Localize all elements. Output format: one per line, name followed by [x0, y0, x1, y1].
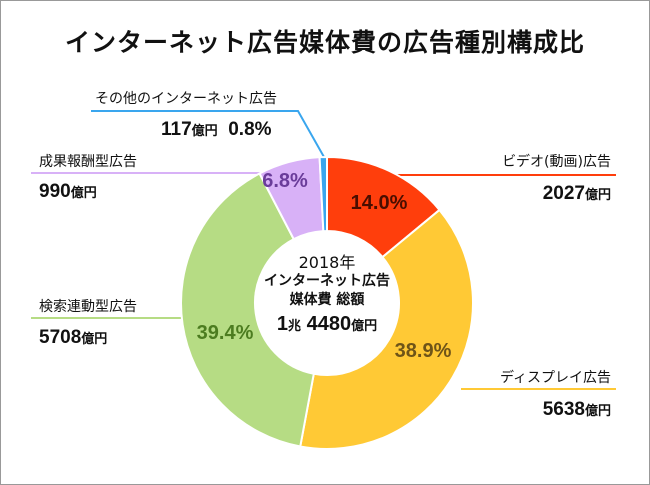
value-video: 2027億円 — [542, 183, 611, 204]
chart-title: インターネット広告媒体費の広告種別構成比 — [64, 28, 585, 57]
label-other: その他のインターネット広告 — [95, 91, 277, 107]
slice-other — [318, 155, 328, 233]
value-search: 5708億円 — [39, 327, 108, 348]
percent-label-video: 14.0% — [351, 192, 408, 214]
slice-search — [180, 172, 315, 448]
value-display: 5638億円 — [542, 399, 611, 420]
label-video: ビデオ(動画)広告 — [502, 154, 611, 170]
percent-label-display: 38.9% — [395, 340, 452, 362]
slice-display — [299, 208, 474, 450]
total: 1兆 4480億円 — [276, 313, 378, 335]
label-display: ディスプレイ広告 — [499, 370, 611, 386]
leader-line-other — [91, 110, 325, 158]
value-affiliate: 990億円 — [39, 181, 97, 202]
label-affiliate: 成果報酬型広告 — [39, 154, 137, 170]
percent-label-search: 39.4% — [197, 322, 254, 344]
percent-label-affiliate: 6.8% — [262, 170, 308, 192]
label-search: 検索連動型広告 — [39, 299, 137, 315]
percent-other: 0.8% — [228, 119, 272, 140]
center-label: 2018年 インターネット広告 媒体費 総額 1兆 4480億円 — [247, 253, 407, 335]
value-other: 117億円 0.8% — [161, 119, 272, 140]
